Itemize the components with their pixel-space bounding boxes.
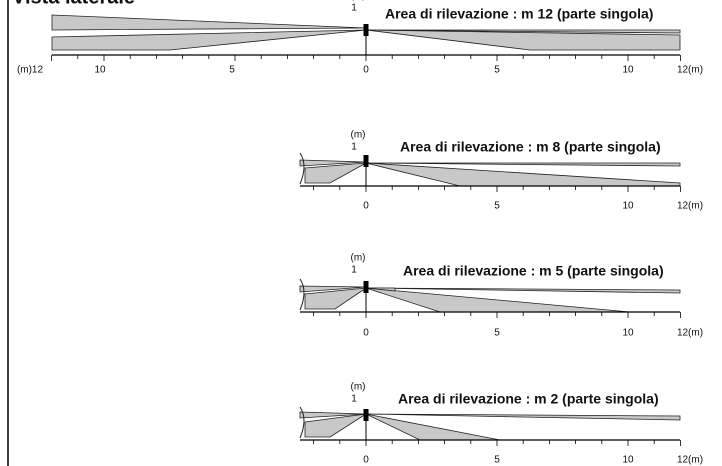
detection-zone xyxy=(365,162,681,187)
tick-label: 12(m) xyxy=(677,65,703,76)
height-label: 1 xyxy=(351,265,357,276)
tick-label: 10 xyxy=(622,201,634,212)
tick-label: 10 xyxy=(622,65,634,76)
tick-label: 0 xyxy=(363,328,369,339)
detection-zone xyxy=(304,162,367,184)
detection-zone xyxy=(365,29,681,51)
tick-label: 12(m) xyxy=(677,455,703,466)
detection-zone xyxy=(365,287,681,294)
tick-label: 5 xyxy=(494,328,500,339)
detection-zone xyxy=(365,287,396,292)
tick-label: 10 xyxy=(94,65,106,76)
detection-zone xyxy=(51,29,367,51)
tick-label: 5 xyxy=(494,65,500,76)
height-label: 1 xyxy=(351,3,357,14)
unit-label: (m) xyxy=(351,382,366,393)
tick-label: 5 xyxy=(229,65,235,76)
tick-label: 5 xyxy=(494,201,500,212)
panel-title: Area di rilevazione : m 12 (parte singol… xyxy=(385,6,653,22)
tick-label: 10 xyxy=(622,328,634,339)
panel-title: Area di rilevazione : m 8 (parte singola… xyxy=(400,139,661,155)
tick-label: 12(m) xyxy=(677,328,703,339)
wall-bracket xyxy=(299,406,305,439)
wall-bracket xyxy=(299,278,305,311)
detection-zone xyxy=(365,413,501,441)
unit-label: (m) xyxy=(351,253,366,264)
detection-zone xyxy=(304,413,367,438)
detection-zone xyxy=(365,29,681,34)
detection-zone xyxy=(304,287,367,310)
detection-zone xyxy=(299,159,367,167)
tick-label: 5 xyxy=(494,455,500,466)
height-label: 1 xyxy=(351,394,357,405)
panel-title: Area di rilevazione : m 2 (parte singola… xyxy=(398,391,659,407)
tick-label: 0 xyxy=(363,455,369,466)
tick-label: (m)12 xyxy=(17,65,44,76)
tick-label: 0 xyxy=(363,201,369,212)
wall-bracket xyxy=(299,152,305,185)
tick-label: 0 xyxy=(363,65,369,76)
tick-label: 12(m) xyxy=(677,201,703,212)
detection-zone xyxy=(299,285,367,293)
detection-zone xyxy=(51,14,367,31)
detection-zone xyxy=(365,162,681,167)
tick-label: 10 xyxy=(622,455,634,466)
panel-title: Area di rilevazione : m 5 (parte singola… xyxy=(403,263,664,279)
height-label: 1 xyxy=(351,142,357,153)
detection-zone xyxy=(365,413,681,421)
unit-label: (m) xyxy=(351,130,366,141)
detection-zone xyxy=(299,411,367,419)
page-title: Vista laterale xyxy=(12,0,135,8)
unit-label: (m) xyxy=(351,0,366,2)
